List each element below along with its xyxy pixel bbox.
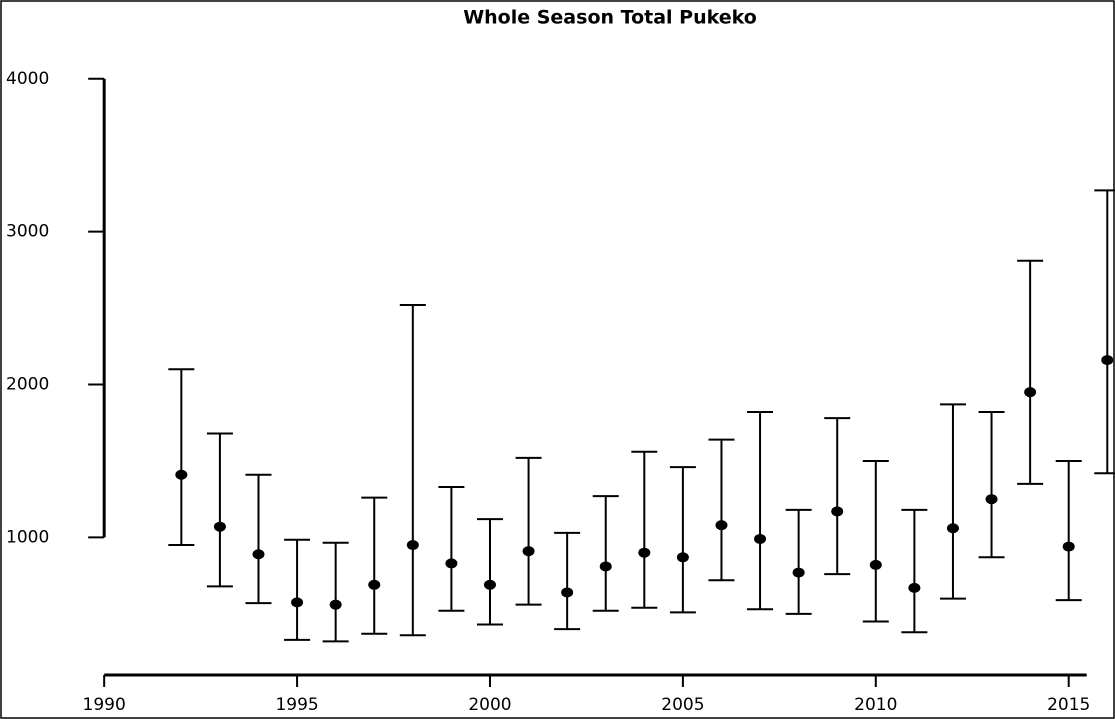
x-tick-label: 1990 <box>83 695 126 715</box>
point <box>368 579 381 590</box>
point <box>715 520 728 531</box>
y-tick-label: 1000 <box>6 527 49 547</box>
error-bar <box>322 541 349 643</box>
y-tick-label: 3000 <box>6 222 49 242</box>
error-bar <box>361 496 388 635</box>
error-bar <box>515 456 542 606</box>
x-tick-label: 2015 <box>1047 695 1090 715</box>
error-bar <box>592 495 619 612</box>
error-bar <box>862 459 889 623</box>
point <box>252 549 265 560</box>
error-bar <box>245 473 272 605</box>
error-bar <box>785 508 812 615</box>
point <box>1062 541 1075 552</box>
error-bar <box>1055 459 1082 602</box>
error-bar <box>438 485 465 612</box>
x-tick-label: 2010 <box>854 695 897 715</box>
point <box>831 506 844 517</box>
error-bar <box>206 432 233 588</box>
point <box>869 559 882 570</box>
point <box>175 469 188 480</box>
point <box>291 597 304 608</box>
chart-title: Whole Season Total Pukeko <box>463 7 757 29</box>
error-bar <box>284 538 311 641</box>
point <box>1024 387 1037 398</box>
error-bar <box>168 368 195 547</box>
point <box>445 558 458 569</box>
error-bar <box>708 438 735 582</box>
point <box>792 567 805 578</box>
point <box>946 523 959 534</box>
point <box>522 546 535 557</box>
error-bar <box>901 508 928 634</box>
point <box>754 533 767 544</box>
error-bar <box>939 403 966 600</box>
point <box>638 547 651 558</box>
error-bar <box>1094 189 1115 475</box>
x-tick-label: 2000 <box>468 695 511 715</box>
error-bar <box>669 466 696 614</box>
error-bar <box>631 450 658 609</box>
point <box>561 587 574 598</box>
x-tick-label: 1995 <box>275 695 318 715</box>
error-bar <box>476 518 503 626</box>
error-bar <box>1017 259 1044 485</box>
point <box>483 579 496 590</box>
point <box>1101 355 1114 366</box>
x-tick-label: 2005 <box>661 695 704 715</box>
error-bar <box>399 304 426 637</box>
error-bar <box>824 417 851 576</box>
point <box>599 561 612 572</box>
point <box>676 552 689 563</box>
point <box>406 540 419 551</box>
point <box>908 582 921 593</box>
error-bar <box>978 411 1005 559</box>
y-tick-label: 2000 <box>6 375 49 395</box>
point <box>985 494 998 505</box>
error-bar <box>747 411 774 611</box>
point <box>329 599 342 610</box>
y-tick-label: 4000 <box>6 69 49 89</box>
error-bar <box>554 531 581 631</box>
point <box>213 521 226 532</box>
